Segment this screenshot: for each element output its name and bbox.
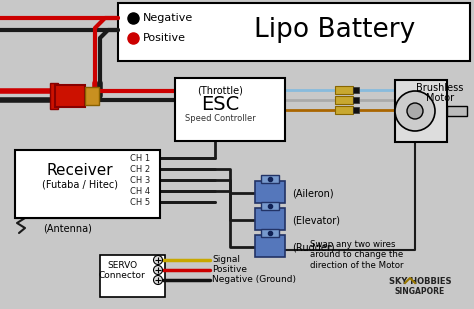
Text: CH 3: CH 3 bbox=[130, 176, 150, 184]
Text: Swap any two wires
around to change the
direction of the Motor: Swap any two wires around to change the … bbox=[310, 240, 403, 270]
Text: Brushless: Brushless bbox=[416, 83, 464, 93]
Bar bbox=[118, 3, 470, 61]
Bar bbox=[261, 202, 279, 210]
Text: (Elevator): (Elevator) bbox=[292, 215, 340, 225]
Text: ESC: ESC bbox=[201, 95, 239, 113]
Text: (Antenna): (Antenna) bbox=[44, 223, 92, 233]
Text: CH 5: CH 5 bbox=[130, 197, 150, 206]
Bar bbox=[353, 97, 359, 103]
Text: Motor: Motor bbox=[426, 93, 454, 103]
Text: CH 4: CH 4 bbox=[130, 187, 150, 196]
Bar bbox=[353, 107, 359, 113]
Bar bbox=[261, 229, 279, 237]
Text: (Futaba / Hitec): (Futaba / Hitec) bbox=[42, 179, 118, 189]
Bar bbox=[100, 255, 165, 297]
Text: Lipo Battery: Lipo Battery bbox=[255, 17, 416, 43]
Bar bbox=[50, 83, 58, 109]
Bar bbox=[447, 106, 467, 116]
Bar bbox=[335, 86, 353, 94]
Circle shape bbox=[154, 265, 163, 274]
Text: Negative (Ground): Negative (Ground) bbox=[212, 276, 296, 285]
Text: (Aileron): (Aileron) bbox=[292, 188, 334, 198]
Bar bbox=[335, 106, 353, 114]
Bar bbox=[335, 96, 353, 104]
Text: CH 2: CH 2 bbox=[130, 164, 150, 173]
Text: SERVO: SERVO bbox=[107, 260, 137, 269]
Bar bbox=[255, 235, 285, 257]
Bar bbox=[255, 181, 285, 203]
Text: SKY HOBBIES: SKY HOBBIES bbox=[389, 277, 451, 286]
Circle shape bbox=[407, 103, 423, 119]
Bar bbox=[353, 87, 359, 93]
Text: Connector: Connector bbox=[99, 272, 146, 281]
Bar bbox=[85, 87, 99, 105]
Circle shape bbox=[154, 276, 163, 285]
Text: Positive: Positive bbox=[212, 265, 247, 274]
Bar bbox=[395, 80, 447, 142]
Circle shape bbox=[395, 91, 435, 131]
Text: Positive: Positive bbox=[143, 33, 186, 43]
Bar bbox=[261, 175, 279, 183]
Text: (Rudder): (Rudder) bbox=[292, 242, 335, 252]
Bar bbox=[15, 150, 160, 218]
Text: SINGAPORE: SINGAPORE bbox=[395, 287, 445, 297]
Text: (Throttle): (Throttle) bbox=[197, 85, 243, 95]
Text: Speed Controller: Speed Controller bbox=[185, 113, 255, 122]
Bar bbox=[255, 208, 285, 230]
Circle shape bbox=[154, 256, 163, 265]
Bar bbox=[175, 78, 285, 141]
Text: Negative: Negative bbox=[143, 13, 193, 23]
Text: CH 1: CH 1 bbox=[130, 154, 150, 163]
Text: Signal: Signal bbox=[212, 256, 240, 265]
Text: Receiver: Receiver bbox=[46, 163, 113, 177]
Bar bbox=[55, 85, 85, 107]
